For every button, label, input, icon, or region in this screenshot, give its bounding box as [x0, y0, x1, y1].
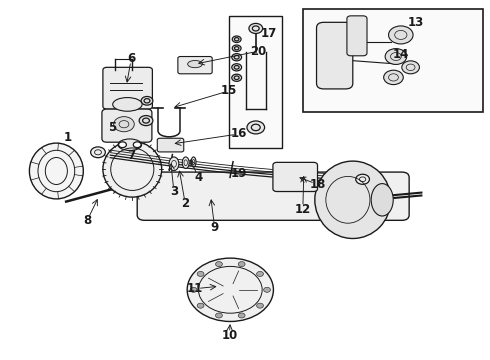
Circle shape	[133, 142, 141, 148]
Circle shape	[291, 179, 300, 186]
Circle shape	[389, 26, 413, 44]
Text: 13: 13	[407, 16, 424, 29]
Circle shape	[232, 36, 241, 42]
Circle shape	[384, 70, 403, 85]
Text: 12: 12	[294, 203, 311, 216]
Text: 3: 3	[170, 185, 178, 198]
FancyBboxPatch shape	[103, 67, 152, 109]
Ellipse shape	[188, 60, 202, 68]
Circle shape	[385, 49, 407, 64]
Text: 20: 20	[250, 45, 267, 58]
Text: 7: 7	[127, 149, 135, 162]
FancyBboxPatch shape	[102, 109, 152, 142]
Circle shape	[327, 66, 342, 76]
Ellipse shape	[371, 184, 393, 216]
Ellipse shape	[182, 157, 189, 168]
Text: 1: 1	[64, 131, 72, 144]
Ellipse shape	[315, 161, 391, 239]
Text: 16: 16	[231, 127, 247, 140]
Circle shape	[197, 271, 204, 276]
Circle shape	[238, 313, 245, 318]
Circle shape	[352, 40, 362, 47]
Circle shape	[257, 271, 264, 276]
Circle shape	[352, 19, 362, 26]
Circle shape	[187, 258, 273, 321]
Circle shape	[238, 262, 245, 267]
Ellipse shape	[191, 157, 196, 167]
Text: 15: 15	[221, 84, 238, 97]
Circle shape	[141, 96, 153, 105]
FancyBboxPatch shape	[273, 162, 318, 192]
FancyBboxPatch shape	[178, 57, 212, 74]
Circle shape	[402, 61, 419, 74]
FancyBboxPatch shape	[317, 22, 353, 89]
Text: 10: 10	[221, 329, 238, 342]
Circle shape	[249, 23, 263, 33]
Text: 17: 17	[260, 27, 277, 40]
Circle shape	[232, 45, 241, 51]
Text: 18: 18	[309, 178, 326, 191]
Text: 11: 11	[187, 282, 203, 295]
Text: 9: 9	[211, 221, 219, 234]
Circle shape	[232, 64, 242, 71]
Circle shape	[232, 54, 242, 61]
Bar	[229, 16, 282, 148]
Ellipse shape	[114, 117, 134, 132]
Circle shape	[257, 303, 264, 308]
Circle shape	[284, 172, 293, 179]
Circle shape	[197, 303, 204, 308]
Ellipse shape	[118, 139, 142, 150]
Ellipse shape	[169, 157, 179, 171]
Text: 14: 14	[392, 48, 409, 61]
Ellipse shape	[91, 147, 105, 158]
Circle shape	[119, 142, 126, 148]
FancyBboxPatch shape	[157, 138, 184, 152]
FancyBboxPatch shape	[137, 172, 409, 220]
FancyBboxPatch shape	[347, 16, 367, 56]
Circle shape	[216, 313, 222, 318]
Circle shape	[232, 74, 242, 81]
Circle shape	[298, 172, 307, 179]
Circle shape	[216, 262, 222, 267]
Text: 6: 6	[127, 52, 135, 65]
Circle shape	[327, 28, 342, 39]
Text: 2: 2	[181, 197, 189, 210]
Ellipse shape	[356, 174, 369, 184]
Text: 19: 19	[231, 167, 247, 180]
Circle shape	[247, 121, 265, 134]
Circle shape	[264, 287, 270, 292]
Text: 8: 8	[83, 214, 91, 227]
Text: 5: 5	[108, 121, 116, 134]
Bar	[303, 9, 483, 112]
Ellipse shape	[113, 98, 142, 111]
Text: 4: 4	[195, 171, 202, 184]
Ellipse shape	[29, 143, 83, 199]
Circle shape	[139, 116, 153, 126]
Ellipse shape	[103, 141, 162, 197]
Circle shape	[190, 287, 197, 292]
